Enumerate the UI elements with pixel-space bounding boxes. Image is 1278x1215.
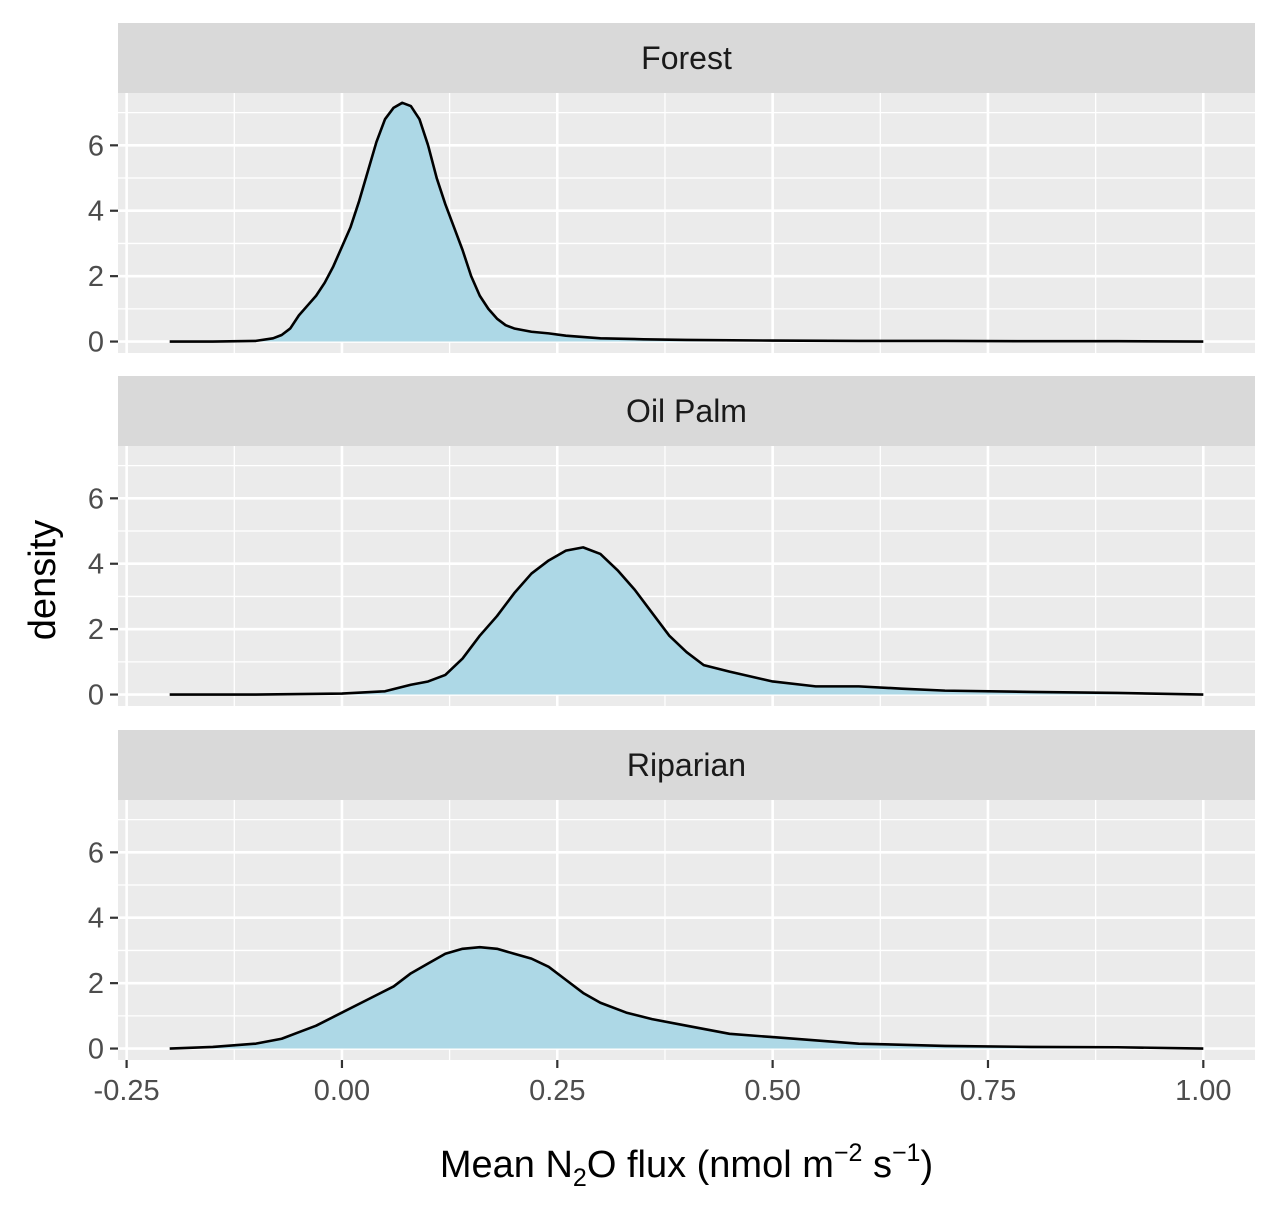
x-axis-title-part: Mean N [440, 1144, 573, 1186]
facet-strip-label: Riparian [627, 747, 746, 783]
density-area [169, 947, 1204, 1049]
x-axis-title-part: −2 [834, 1139, 863, 1167]
y-tick-label: 0 [88, 1034, 104, 1066]
x-axis: -0.25 0.00 0.25 0.50 0.75 1.00 [94, 1060, 1232, 1107]
facet-strip [118, 23, 1255, 93]
y-tick-label: 4 [88, 196, 104, 228]
facet-riparian: Riparian 0 2 4 6 [88, 730, 1255, 1066]
x-tick-label: 0.25 [529, 1075, 585, 1107]
y-tick-label: 2 [88, 614, 104, 646]
y-tick-label: 2 [88, 261, 104, 293]
x-axis-title-part: ) [920, 1144, 933, 1186]
x-axis-title: Mean N2O flux (nmol m−2 s−1) [440, 1139, 933, 1192]
density-area [169, 102, 1204, 342]
facet-strip [118, 376, 1255, 446]
x-tick-label: 0.00 [314, 1075, 370, 1107]
density-line [169, 945, 1204, 1050]
x-axis-title-part: −1 [892, 1139, 921, 1167]
density-line [169, 101, 1204, 343]
facet-panels: Forest 0 2 4 6 Oil Palm 0 2 4 6 Riparian 0 2 4 6 [88, 23, 1255, 1066]
x-tick-label: 0.75 [960, 1075, 1016, 1107]
x-tick-label: -0.25 [94, 1075, 160, 1107]
facet-forest: Forest 0 2 4 6 [88, 23, 1255, 359]
x-axis-title-part: 2 [573, 1164, 587, 1192]
y-tick-label: 0 [88, 680, 104, 712]
y-tick-label: 6 [88, 483, 104, 515]
y-tick-label: 2 [88, 968, 104, 1000]
density-line [169, 546, 1204, 696]
panel-background [118, 93, 1255, 353]
y-tick-label: 6 [88, 837, 104, 869]
y-axis-title: density [22, 520, 64, 640]
y-tick-label: 0 [88, 327, 104, 359]
x-axis-title-part: s [862, 1144, 892, 1186]
x-axis-title-part: O flux (nmol m [587, 1144, 834, 1186]
y-tick-label: 4 [88, 903, 104, 935]
x-tick-label: 0.50 [744, 1075, 800, 1107]
density-area [169, 547, 1204, 695]
y-tick-label: 6 [88, 130, 104, 162]
facet-oil-palm: Oil Palm 0 2 4 6 [88, 376, 1255, 712]
panel-background [118, 800, 1255, 1060]
y-tick-label: 4 [88, 549, 104, 581]
facet-strip [118, 730, 1255, 800]
facet-strip-label: Oil Palm [626, 393, 747, 429]
facet-strip-label: Forest [641, 40, 732, 76]
x-tick-label: 1.00 [1175, 1075, 1231, 1107]
